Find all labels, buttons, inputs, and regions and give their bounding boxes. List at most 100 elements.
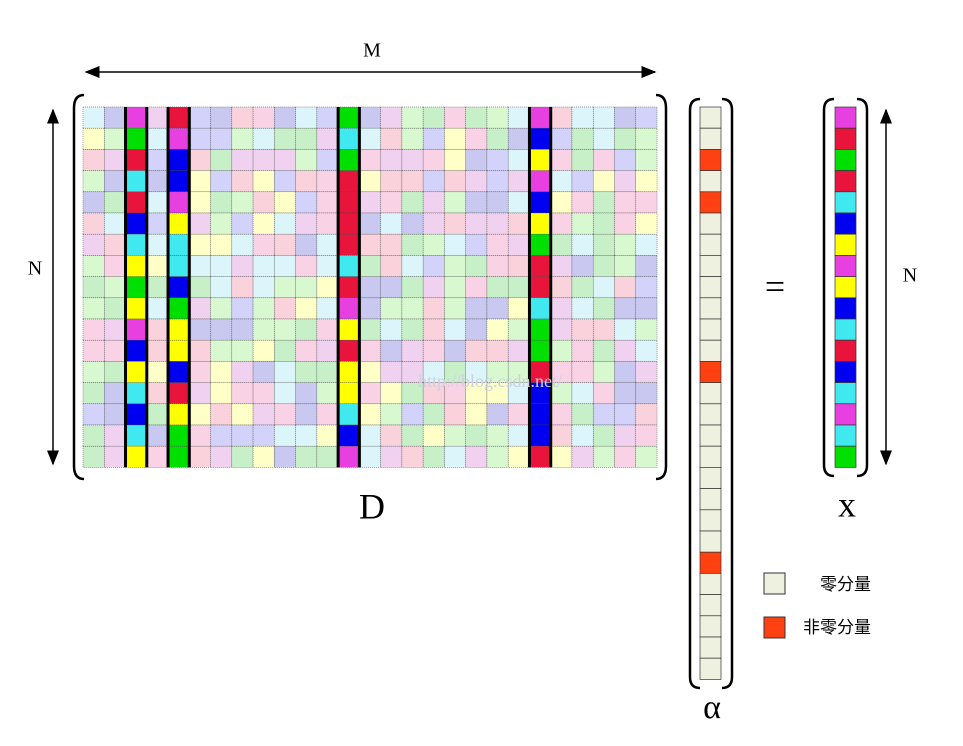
- matrix-cell: [210, 191, 233, 214]
- matrix-cell: [401, 149, 424, 171]
- matrix-cell: [444, 170, 466, 193]
- matrix-cell: [316, 106, 339, 129]
- matrix-cell: [380, 212, 403, 235]
- matrix-cell: [104, 361, 126, 383]
- matrix-cell: [274, 276, 296, 299]
- matrix-cell: [592, 403, 615, 426]
- matrix-cell: [231, 191, 254, 214]
- matrix-cell: [635, 170, 658, 193]
- matrix-cell: [125, 339, 148, 362]
- matrix-cell: [507, 318, 530, 341]
- alpha-cell: [699, 424, 722, 447]
- matrix-cell: [210, 149, 233, 171]
- x-cell: [834, 318, 857, 341]
- matrix-cell: [592, 445, 615, 468]
- matrix-cell: [274, 445, 296, 468]
- matrix-cell: [146, 212, 169, 235]
- x-cell: [834, 233, 857, 256]
- matrix-cell: [422, 318, 445, 341]
- matrix-cell: [465, 361, 488, 383]
- matrix-cell: [316, 361, 339, 383]
- matrix-cell: [614, 149, 637, 171]
- matrix-cell: [274, 361, 296, 383]
- matrix-cell: [422, 212, 445, 235]
- matrix-cell: [167, 361, 190, 383]
- x-label: x: [838, 484, 856, 524]
- matrix-cell: [380, 127, 403, 150]
- matrix-cell: [444, 382, 466, 405]
- matrix-cell: [146, 318, 169, 341]
- alpha-cell: [699, 615, 722, 638]
- matrix-cell: [295, 297, 318, 320]
- matrix-cell: [104, 445, 126, 468]
- matrix-cell: [274, 255, 296, 277]
- matrix-cell: [82, 424, 105, 447]
- alpha-label: α: [703, 689, 721, 726]
- matrix-cell: [614, 361, 637, 383]
- matrix-cell: [104, 106, 126, 129]
- matrix-cell: [422, 445, 445, 468]
- matrix-cell: [529, 212, 551, 235]
- matrix-cell: [104, 149, 126, 171]
- matrix-cell: [231, 339, 254, 362]
- matrix-cell: [231, 127, 254, 150]
- matrix-cell: [359, 276, 381, 299]
- matrix-cell: [550, 297, 573, 320]
- matrix-cell: [486, 149, 509, 171]
- matrix-cell: [380, 297, 403, 320]
- matrix-cell: [444, 191, 466, 214]
- alpha-cell: [699, 339, 722, 362]
- matrix-cell: [231, 276, 254, 299]
- matrix-cell: [189, 127, 211, 150]
- matrix-cell: [444, 255, 466, 277]
- matrix-cell: [274, 424, 296, 447]
- matrix-cell: [125, 170, 148, 193]
- matrix-cell: [146, 233, 169, 256]
- matrix-cell: [210, 212, 233, 235]
- matrix-cell: [635, 424, 658, 447]
- matrix-cell: [614, 382, 637, 405]
- matrix-cell: [465, 382, 488, 405]
- matrix-cell: [614, 339, 637, 362]
- alpha-cell: [699, 573, 722, 595]
- alpha-cell: [699, 594, 722, 617]
- matrix-cell: [146, 297, 169, 320]
- matrix-cell: [507, 445, 530, 468]
- matrix-cell: [401, 191, 424, 214]
- matrix-cell: [359, 255, 381, 277]
- x-cell: [834, 424, 857, 447]
- matrix-cell: [316, 255, 339, 277]
- matrix-cell: [337, 445, 360, 468]
- matrix-cell: [359, 106, 381, 129]
- matrix-cell: [167, 212, 190, 235]
- matrix-cell: [592, 276, 615, 299]
- matrix-cell: [401, 276, 424, 299]
- matrix-cell: [571, 127, 594, 150]
- matrix-cell: [380, 424, 403, 447]
- matrix-cell: [125, 212, 148, 235]
- matrix-cell: [104, 297, 126, 320]
- matrix-cell: [635, 297, 658, 320]
- matrix-cell: [359, 382, 381, 405]
- matrix-cell: [189, 255, 211, 277]
- matrix-cell: [104, 191, 126, 214]
- matrix-cell: [167, 403, 190, 426]
- matrix-cell: [529, 445, 551, 468]
- matrix-cell: [231, 361, 254, 383]
- matrix-cell: [295, 255, 318, 277]
- matrix-cell: [507, 170, 530, 193]
- matrix-cell: [571, 106, 594, 129]
- legend-label: 零分量: [820, 575, 871, 595]
- matrix-cell: [529, 149, 551, 171]
- matrix-cell: [486, 403, 509, 426]
- matrix-cell: [380, 361, 403, 383]
- matrix-cell: [529, 106, 551, 129]
- matrix-cell: [380, 149, 403, 171]
- matrix-cell: [401, 339, 424, 362]
- matrix-cell: [82, 276, 105, 299]
- matrix-cell: [635, 149, 658, 171]
- matrix-cell: [104, 403, 126, 426]
- matrix-cell: [146, 127, 169, 150]
- matrix-cell: [231, 149, 254, 171]
- matrix-cell: [167, 127, 190, 150]
